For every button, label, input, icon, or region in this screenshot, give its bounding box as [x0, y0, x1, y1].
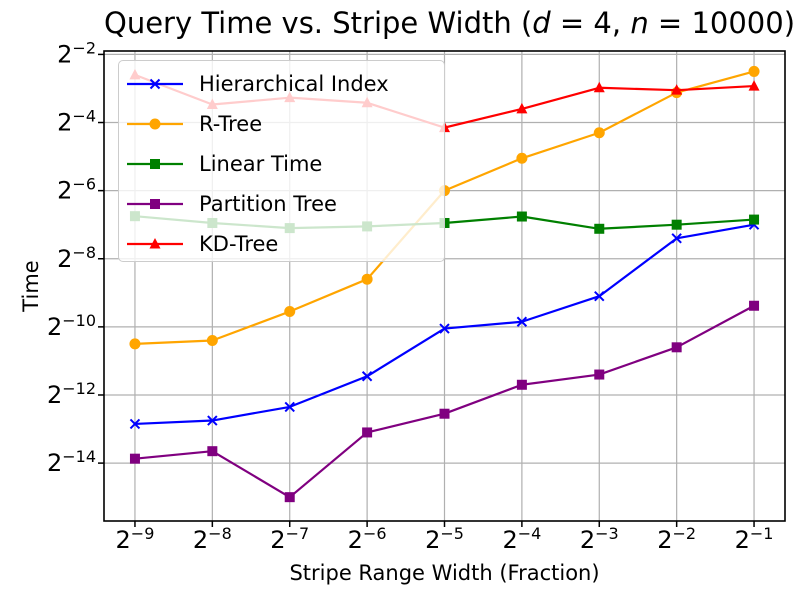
data-point-marker	[748, 80, 760, 91]
data-point-marker	[284, 401, 295, 413]
title-text: Query Time vs. Stripe Width (	[104, 6, 533, 40]
data-point-marker	[594, 369, 605, 380]
data-point-marker	[671, 219, 682, 230]
title-var-d: d	[532, 6, 551, 40]
y-tick-label: 2−10	[47, 311, 96, 341]
title-eq-4: = 4,	[550, 6, 631, 40]
legend-label: Partition Tree	[199, 192, 337, 216]
x-tick-label: 2−4	[502, 524, 541, 554]
legend-item-hierarchical-index: Hierarchical Index	[119, 64, 444, 104]
legend-swatch-icon	[127, 199, 183, 209]
data-point-marker	[129, 418, 141, 430]
data-point-marker	[439, 323, 450, 334]
data-point-marker	[516, 316, 528, 327]
legend-label: KD-Tree	[199, 232, 279, 256]
data-point-marker	[594, 291, 605, 302]
data-point-marker	[207, 415, 218, 426]
data-point-marker	[594, 223, 605, 234]
title-var-n: n	[630, 6, 649, 40]
legend-swatch-icon	[127, 118, 183, 130]
x-tick-label: 2−8	[193, 524, 232, 554]
legend-label: Linear Time	[199, 152, 323, 176]
data-point-marker	[150, 159, 160, 169]
x-axis-label: Stripe Range Width (Fraction)	[289, 561, 600, 585]
data-point-marker	[516, 102, 528, 114]
legend-item-kd-tree: KD-Tree	[119, 224, 444, 264]
data-point-marker	[516, 211, 527, 222]
data-point-marker	[149, 78, 161, 90]
legend-item-partition-tree: Partition Tree	[119, 184, 444, 224]
data-point-marker	[207, 446, 218, 457]
legend-item-linear-time: Linear Time	[119, 144, 444, 184]
data-point-marker	[671, 84, 683, 95]
data-point-marker	[129, 338, 141, 350]
data-point-marker	[593, 127, 605, 139]
legend-swatch-icon	[127, 159, 183, 169]
data-point-marker	[284, 306, 296, 318]
data-point-marker	[749, 300, 760, 311]
data-point-marker	[671, 342, 682, 353]
y-tick-label: 2−12	[47, 379, 96, 409]
series-hierarchical-index	[129, 219, 760, 430]
ticks	[98, 53, 755, 527]
series-partition-tree	[129, 300, 760, 503]
y-tick-label: 2−4	[57, 107, 96, 137]
y-tick-label: 2−6	[57, 175, 96, 205]
data-point-marker	[748, 65, 760, 77]
tick-labels: 2−9 2−8 2−7 2−6 2−5 2−4 2−3 2−2 2−1 2−2 2−4 2−6 2−8 2…	[47, 38, 774, 554]
data-point-marker	[671, 233, 682, 244]
data-point-marker	[593, 81, 605, 93]
legend: Hierarchical Index R-Tree Linear Time Parti…	[118, 60, 445, 262]
title-eq-10000: = 10000)	[648, 6, 796, 40]
x-tick-label: 2−9	[116, 524, 155, 554]
legend-swatch-icon	[127, 78, 183, 90]
chart-title: Query Time vs. Stripe Width (d = 4, n = …	[104, 6, 795, 40]
legend-label: R-Tree	[199, 112, 263, 136]
data-point-marker	[149, 118, 161, 130]
legend-label: Hierarchical Index	[199, 72, 389, 96]
data-point-marker	[362, 427, 373, 438]
legend-item-r-tree: R-Tree	[119, 104, 444, 144]
y-axis-label: Time	[19, 260, 43, 312]
data-point-marker	[516, 379, 527, 390]
x-tick-label: 2−6	[348, 524, 387, 554]
data-point-marker	[149, 238, 161, 249]
y-tick-label: 2−8	[57, 243, 96, 273]
data-point-marker	[206, 334, 218, 346]
data-point-marker	[150, 199, 160, 209]
x-tick-label: 2−3	[580, 524, 619, 554]
data-point-marker	[516, 152, 528, 164]
data-point-marker	[361, 273, 373, 285]
x-tick-label: 2−2	[657, 524, 696, 554]
data-point-marker	[439, 408, 450, 419]
data-point-marker	[129, 453, 140, 464]
x-tick-label: 2−5	[425, 524, 464, 554]
y-tick-label: 2−2	[57, 38, 96, 68]
legend-swatch-icon	[127, 238, 183, 249]
x-tick-label: 2−7	[270, 524, 309, 554]
data-point-marker	[284, 492, 295, 503]
data-point-marker	[361, 371, 373, 382]
x-tick-label: 2−1	[735, 524, 774, 554]
data-point-marker	[749, 214, 760, 225]
y-tick-label: 2−14	[47, 447, 96, 477]
